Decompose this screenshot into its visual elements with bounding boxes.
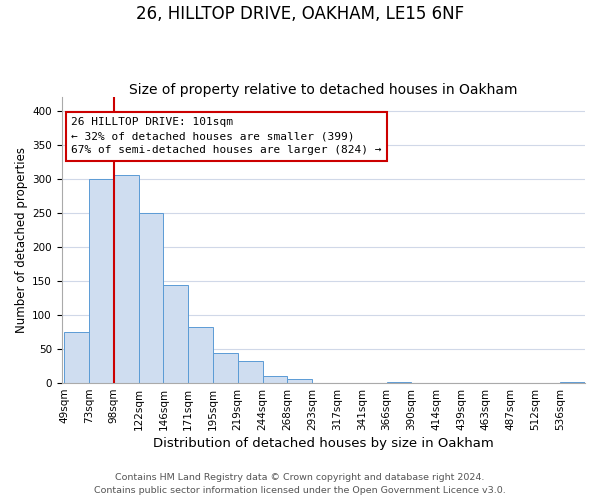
Title: Size of property relative to detached houses in Oakham: Size of property relative to detached ho… bbox=[129, 83, 518, 97]
Bar bbox=[238, 362, 263, 383]
Bar bbox=[560, 382, 585, 383]
Bar bbox=[263, 376, 287, 383]
Bar bbox=[114, 176, 139, 383]
Bar bbox=[64, 332, 89, 383]
Bar bbox=[213, 353, 238, 383]
Bar bbox=[386, 382, 412, 383]
Bar bbox=[163, 285, 188, 383]
Bar bbox=[188, 326, 213, 383]
Text: 26, HILLTOP DRIVE, OAKHAM, LE15 6NF: 26, HILLTOP DRIVE, OAKHAM, LE15 6NF bbox=[136, 5, 464, 23]
Text: Contains HM Land Registry data © Crown copyright and database right 2024.
Contai: Contains HM Land Registry data © Crown c… bbox=[94, 474, 506, 495]
Bar bbox=[139, 214, 163, 383]
Y-axis label: Number of detached properties: Number of detached properties bbox=[15, 147, 28, 333]
Bar bbox=[89, 178, 114, 383]
Bar bbox=[287, 379, 312, 383]
Text: 26 HILLTOP DRIVE: 101sqm
← 32% of detached houses are smaller (399)
67% of semi-: 26 HILLTOP DRIVE: 101sqm ← 32% of detach… bbox=[71, 118, 382, 156]
X-axis label: Distribution of detached houses by size in Oakham: Distribution of detached houses by size … bbox=[153, 437, 494, 450]
